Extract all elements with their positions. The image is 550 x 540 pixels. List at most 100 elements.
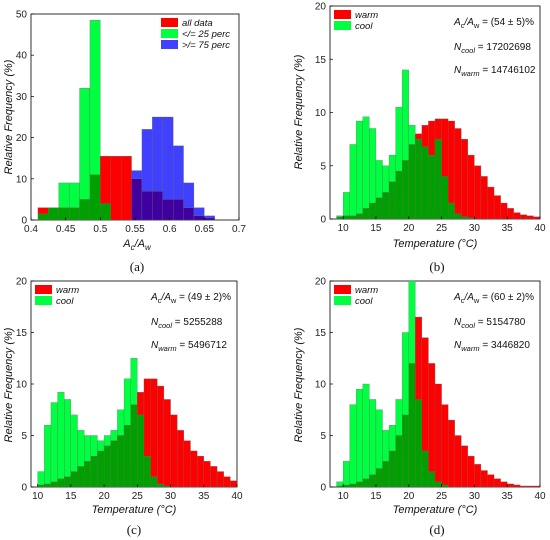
x-tick-label: 35 [502,223,514,234]
histogram-bar-overlap [388,450,396,488]
histogram-bar-overlap [415,138,423,220]
histogram-bar-overlap [447,202,455,220]
histogram-bar-overlap [408,363,416,488]
xlabel-c: Temperature (°C) [92,504,177,516]
legend-label: warm [355,285,378,296]
histogram-bar-all [110,155,122,221]
histogram-bar-overlap [434,481,442,488]
panel-label-d: (d) [429,522,444,537]
annotation-n-warm: Nwarm = 14746102 [454,65,536,78]
histogram-bar-cool [388,425,396,452]
x-tick-label: 20 [99,491,111,502]
annotations-d: Ac/Aw = (60 ± 2)% Ncool = 5154780 Nwarm = … [453,292,534,353]
annotation-n-cool: Ncool = 5154780 [454,317,526,330]
histogram-bar-overlap [50,481,58,488]
x-tick-label: 40 [231,491,243,502]
x-tick-label: 0.6 [163,224,177,235]
y-tick-label: 0 [21,483,27,494]
x-tick-label: 40 [534,491,546,502]
histogram-bar-cool [70,414,78,472]
histogram-bar-overlap [395,170,403,220]
histogram-bar-overlap [163,485,171,488]
annotation-ratio: Ac/Aw = (54 ± 5)% [453,17,534,30]
histogram-bar-overlap [369,202,377,220]
xlabel-d: Temperature (°C) [393,504,478,516]
axes-b: 10 15 20 25 30 35 40 0 5 10 15 20 [315,2,546,235]
histogram-bar-cool [336,215,344,218]
histogram-bar-warm [196,455,204,488]
histogram-bar-warm [474,165,482,220]
histogram-bar-cool [64,399,72,477]
histogram-bar-overlap [123,425,131,488]
histogram-bar-warm [467,154,475,219]
histogram-bar-warm [150,378,158,477]
y-tick-label: 50 [16,10,28,21]
annotation-n-cool: Ncool = 5255288 [151,317,223,330]
legend-label: all data [182,18,213,29]
bars-d [336,280,541,488]
histogram-bar-cool [369,128,377,204]
histogram-bar-25-perc [79,88,91,200]
histogram-bar-warm [487,474,495,488]
histogram-bar-cool [388,154,396,182]
x-tick-label: 15 [370,491,382,502]
histogram-bar-warm [428,120,436,156]
histogram-bar-overlap [461,216,468,220]
histogram-bar-warm [493,478,501,488]
histogram-bar-overlap [97,450,105,488]
histogram-bar-warm [183,440,191,488]
histogram-bar-cool [402,332,409,416]
histogram-bar-warm [480,176,488,220]
histogram-bar-warm [190,450,198,488]
histogram-bar-overlap [434,138,442,220]
legend-swatch [161,29,178,38]
histogram-bar-overlap [64,476,72,488]
histogram-bar-warm [421,337,429,452]
histogram-bar-overlap [441,176,449,220]
histogram-bar-cool [342,461,350,486]
histogram-bar-overlap [58,207,70,221]
legend-label: cool [56,296,74,307]
histogram-bar-cool [123,378,131,426]
histogram-bar-overlap [68,207,80,221]
axes-d: 10 15 20 25 30 35 40 0 5 10 15 20 [315,277,546,503]
x-tick-label: 10 [32,491,44,502]
x-tick-label: 30 [165,491,177,502]
y-tick-label: 15 [315,328,327,339]
histogram-bar-all [37,207,49,214]
histogram-bar-cool [375,409,383,469]
histogram-bar-warm [467,455,475,488]
histogram-bar-75-perc [162,116,174,200]
x-tick-label: 35 [198,491,210,502]
x-tick-label: 15 [370,223,382,234]
histogram-bar-warm [493,195,501,220]
bars-b [336,69,541,220]
histogram-bar-cool [336,481,344,487]
y-tick-label: 10 [315,380,327,391]
histogram-bar-warm [500,202,508,220]
histogram-bar-overlap [382,461,390,488]
histogram-bar-overlap [143,455,151,488]
y-tick-label: 0 [320,483,326,494]
x-tick-label: 0.5 [93,224,107,235]
histogram-bar-cool [37,471,45,486]
y-tick-label: 5 [320,431,326,442]
panel-label-b: (b) [429,259,444,274]
histogram-bar-warm [415,133,423,140]
histogram-bar-overlap [79,199,91,221]
y-tick-label: 30 [16,92,28,103]
y-tick-label: 10 [315,108,327,119]
histogram-bar-overlap [421,450,429,488]
histogram-bar-overlap [157,483,165,488]
histogram-bar-overlap [441,484,449,488]
histogram-bar-overlap [150,476,158,488]
histogram-bar-overlap [48,207,59,221]
histogram-bar-warm [447,120,455,204]
histogram-bar-overlap [162,199,174,221]
histogram-bar-warm [434,118,442,140]
histogram-bar-overlap [84,461,91,488]
histogram-bar-cool [395,107,403,172]
histogram-bar-warm [223,476,231,488]
